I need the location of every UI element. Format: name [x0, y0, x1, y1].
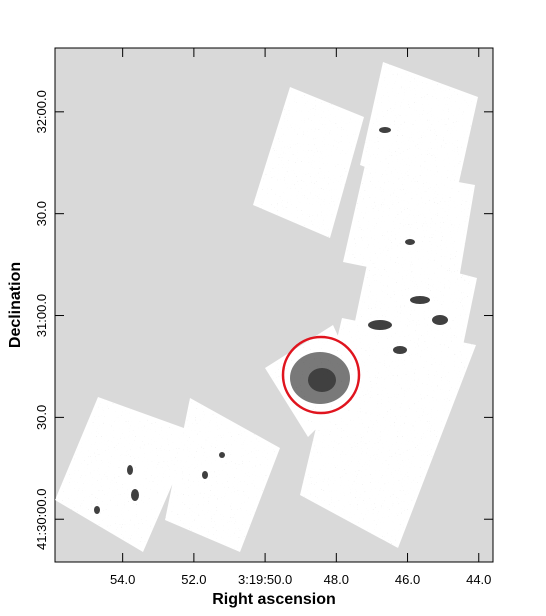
x-tick-label: 46.0 — [395, 572, 420, 587]
y-axis-label: Declination — [7, 262, 24, 348]
y-tick-label: 30.0 — [34, 405, 49, 430]
y-tick-label: 30.0 — [34, 201, 49, 226]
y-tick-label: 32:00.0 — [34, 90, 49, 133]
x-tick-label: 52.0 — [181, 572, 206, 587]
y-tick-label: 41:30:00.0 — [34, 488, 49, 549]
x-tick-label: 48.0 — [324, 572, 349, 587]
x-axis-label: Right ascension — [212, 591, 336, 608]
x-tick-label: 3:19:50.0 — [238, 572, 292, 587]
x-tick-label: 44.0 — [466, 572, 491, 587]
region-circle — [281, 335, 361, 415]
y-tick-label: 31:00.0 — [34, 294, 49, 337]
x-tick-label: 54.0 — [110, 572, 135, 587]
